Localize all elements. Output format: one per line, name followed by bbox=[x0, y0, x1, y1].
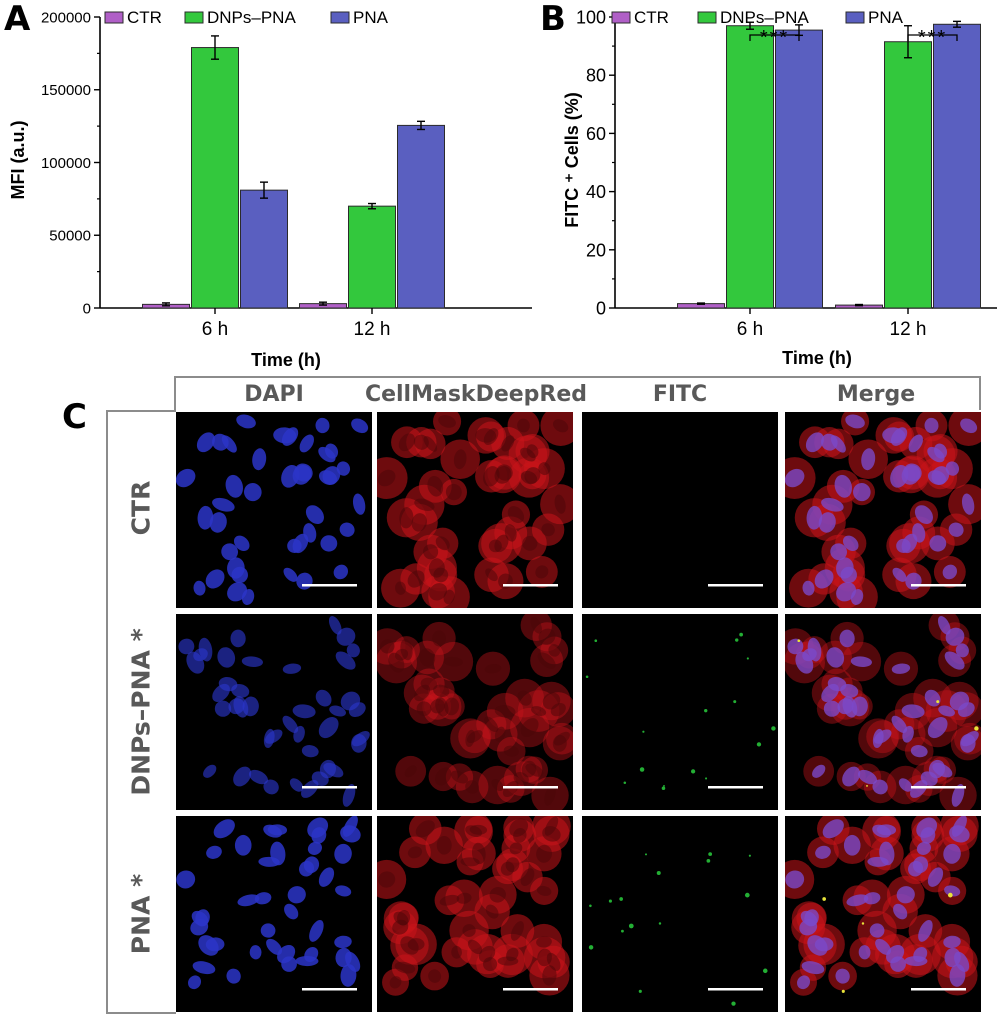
chart-b-legend-label: CTR bbox=[634, 8, 669, 27]
chart-b-legend-swatch bbox=[611, 11, 631, 24]
chart-b-bar bbox=[884, 41, 932, 309]
scale-bar bbox=[503, 988, 558, 991]
chart-b-bar bbox=[775, 29, 823, 309]
chart-a-y-axis-label: MFI (a.u.) bbox=[8, 121, 28, 200]
micrograph-image bbox=[582, 816, 778, 1012]
micrograph-image bbox=[176, 816, 372, 1012]
scale-bar bbox=[503, 786, 558, 789]
scale-bar bbox=[911, 988, 966, 991]
chart-a-bar bbox=[397, 124, 445, 309]
micrograph-ctr-merge bbox=[785, 412, 981, 608]
scale-bar bbox=[503, 584, 558, 587]
micrograph-image bbox=[785, 614, 981, 810]
chart-a-x-tick-label: 12 h bbox=[354, 319, 391, 340]
chart-a-x-tick-label: 6 h bbox=[202, 319, 228, 340]
scale-bar bbox=[708, 584, 763, 587]
micrograph-image bbox=[377, 614, 573, 810]
micrograph-image bbox=[176, 412, 372, 608]
chart-a-y-tick-label: 100000 bbox=[41, 155, 91, 172]
chart-a-legend-label: CTR bbox=[127, 8, 162, 27]
micrograph-dnps-pna-merge bbox=[785, 614, 981, 810]
micrograph-image bbox=[582, 614, 778, 810]
micrograph-image bbox=[785, 412, 981, 608]
micrograph-pna-fitc bbox=[582, 816, 778, 1012]
chart-b-significance-label: *** bbox=[918, 27, 947, 49]
micrograph-pna-merge bbox=[785, 816, 981, 1012]
micrograph-image bbox=[377, 412, 573, 608]
chart-b-y-tick-label: 0 bbox=[596, 298, 606, 318]
micrograph-ctr-fitc bbox=[582, 412, 778, 608]
chart-b-significance-bracket bbox=[907, 34, 958, 41]
chart-b-y-tick-label: 100 bbox=[576, 7, 606, 27]
chart-b-significance-label: *** bbox=[760, 27, 789, 49]
chart-b-x-tick-label: 6 h bbox=[737, 319, 763, 340]
micrograph-pna-cellmask bbox=[377, 816, 573, 1012]
chart-b-y-tick-label: 60 bbox=[586, 124, 606, 144]
micrograph-dnps-pna-fitc bbox=[582, 614, 778, 810]
chart-b-legend-swatch bbox=[845, 11, 865, 24]
micrograph-pna-dapi bbox=[176, 816, 372, 1012]
scale-bar bbox=[911, 786, 966, 789]
scale-bar bbox=[911, 584, 966, 587]
chart-b-legend-swatch bbox=[697, 11, 717, 24]
chart-a-legend-label: DNPs–PNA bbox=[207, 8, 296, 27]
chart-a-y-tick-label: 150000 bbox=[41, 82, 91, 99]
chart-a-bar bbox=[191, 47, 239, 309]
chart-a-legend-label: PNA bbox=[353, 8, 389, 27]
micrograph-ctr-cellmask bbox=[377, 412, 573, 608]
micrograph-dnps-pna-dapi bbox=[176, 614, 372, 810]
chart-b-x-tick-label: 12 h bbox=[890, 319, 927, 340]
scale-bar bbox=[302, 786, 357, 789]
chart-b-legend-label: PNA bbox=[868, 8, 904, 27]
scale-bar bbox=[302, 584, 357, 587]
micrograph-ctr-dapi bbox=[176, 412, 372, 608]
bar-charts: 0 50000 100000 150000 200000 6 h 12 h Time (h) M… bbox=[8, 7, 997, 370]
scale-bar bbox=[302, 988, 357, 991]
micrograph-image bbox=[377, 816, 573, 1012]
panel-label-c: C bbox=[62, 397, 87, 437]
chart-a-bar bbox=[240, 189, 288, 309]
chart-b-x-axis-label: Time (h) bbox=[782, 348, 852, 368]
row-header-pna: PNA * bbox=[126, 873, 156, 955]
chart-a-legend-swatch bbox=[184, 11, 204, 24]
scale-bar bbox=[708, 786, 763, 789]
row-header-ctr: CTR bbox=[126, 480, 156, 536]
micrograph-image bbox=[785, 816, 981, 1012]
chart-a-y-tick-label: 0 bbox=[83, 300, 91, 317]
column-header-frame bbox=[174, 376, 981, 410]
row-header-frame bbox=[106, 410, 176, 1014]
micrograph-image bbox=[582, 412, 778, 608]
column-header-dapi: DAPI bbox=[244, 382, 304, 407]
chart-b-y-tick-label: 80 bbox=[586, 66, 606, 86]
row-header-dnps-pna: DNPs–PNA * bbox=[126, 628, 156, 796]
chart-a-legend-swatch bbox=[330, 11, 350, 24]
chart-b-significance-bracket bbox=[749, 34, 800, 41]
chart-b-y-axis-label: FITC ⁺ Cells (%) bbox=[562, 92, 582, 228]
chart-b-legend-label: DNPs–PNA bbox=[720, 8, 809, 27]
chart-b-bar bbox=[726, 25, 774, 309]
panel-label-b: B bbox=[540, 0, 566, 39]
chart-b-y-tick-label: 40 bbox=[586, 182, 606, 202]
chart-a-y-tick-label: 50000 bbox=[49, 228, 91, 245]
chart-a-x-axis-label: Time (h) bbox=[251, 350, 321, 370]
chart-b-y-tick-label: 20 bbox=[586, 240, 606, 260]
column-header-fitc: FITC bbox=[652, 382, 708, 407]
micrograph-image bbox=[176, 614, 372, 810]
chart-b-bar bbox=[933, 23, 981, 309]
panel-label-a: A bbox=[4, 0, 31, 39]
chart-a-bar bbox=[348, 205, 396, 309]
scale-bar bbox=[708, 988, 763, 991]
column-header-cellmask: CellMaskDeepRed bbox=[364, 382, 588, 407]
micrograph-dnps-pna-cellmask bbox=[377, 614, 573, 810]
column-header-merge: Merge bbox=[836, 382, 916, 407]
chart-a-y-tick-label: 200000 bbox=[41, 9, 91, 26]
chart-a-legend-swatch bbox=[104, 11, 124, 24]
